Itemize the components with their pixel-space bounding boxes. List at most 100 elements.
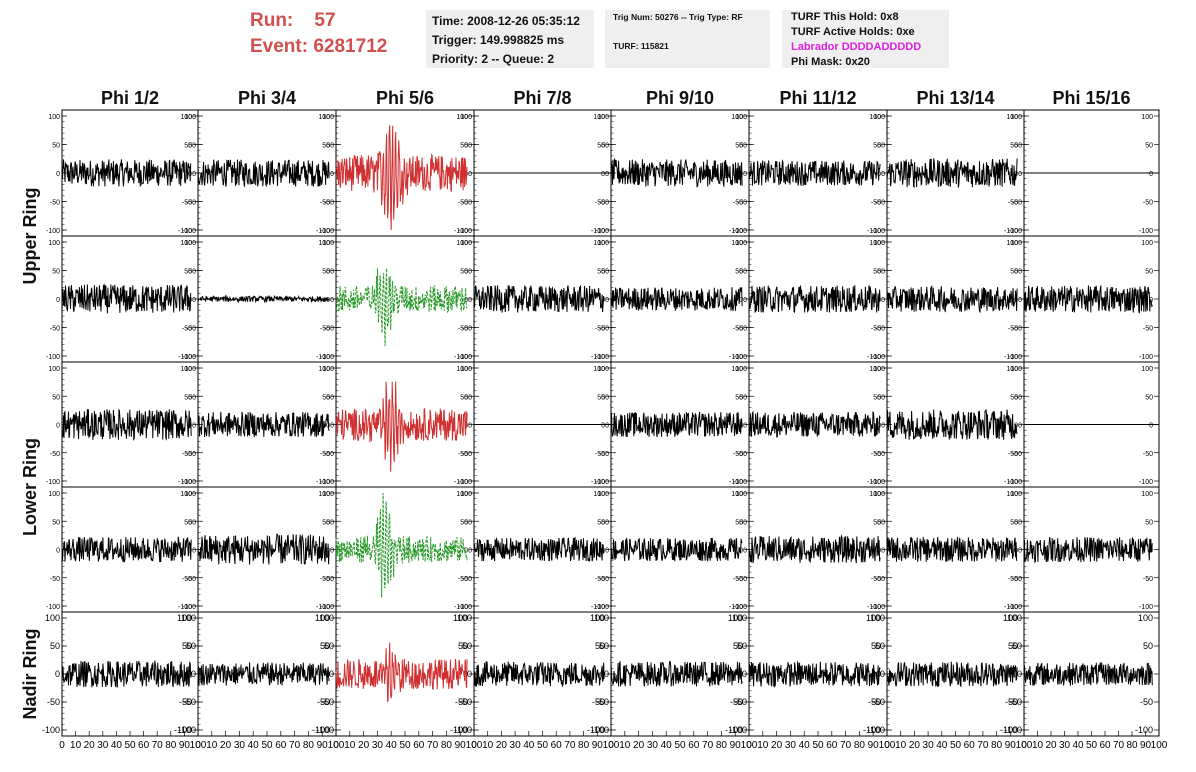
y-tick-label: 0 xyxy=(880,669,885,679)
y-tick-label: 100 xyxy=(460,240,472,247)
x-tick-label: 0 xyxy=(471,740,477,751)
y-tick-label: 50 xyxy=(875,641,885,651)
y-tick-label: 50 xyxy=(1014,394,1022,401)
x-tick-label: 70 xyxy=(564,740,576,751)
y-tick-label: 50 xyxy=(739,519,747,526)
x-tick-label: 30 xyxy=(510,740,522,751)
x-tick-label: 60 xyxy=(826,740,838,751)
y-tick-label: -50 xyxy=(734,697,747,707)
x-tick-label: 100 xyxy=(879,740,896,751)
trig-num-text: Trig Num: 50276 -- Trig Type: RF xyxy=(613,12,743,22)
y-tick-label: 100 xyxy=(728,613,743,623)
x-tick-label: 50 xyxy=(674,740,686,751)
y-tick-label: 0 xyxy=(56,548,60,555)
y-tick-label: 0 xyxy=(881,297,885,304)
y-tick-label: 50 xyxy=(188,143,196,150)
y-tick-label: 50 xyxy=(1010,143,1018,150)
x-tick-label: 0 xyxy=(59,740,65,751)
y-tick-label: 100 xyxy=(1010,240,1022,247)
y-tick-label: 100 xyxy=(315,613,330,623)
x-tick-label: 10 xyxy=(344,740,356,751)
y-tick-label: 0 xyxy=(1018,171,1022,178)
y-tick-label: 100 xyxy=(594,613,609,623)
y-tick-label: -50 xyxy=(737,576,747,583)
y-tick-label: -100 xyxy=(1139,604,1153,611)
y-tick-label: -50 xyxy=(458,576,468,583)
y-tick-label: 50 xyxy=(464,269,472,276)
y-tick-label: -50 xyxy=(182,326,192,333)
y-tick-label: 100 xyxy=(873,491,885,498)
y-tick-label: 100 xyxy=(180,114,192,121)
x-tick-label: 10 xyxy=(757,740,769,751)
y-tick-label: -100 xyxy=(178,354,192,361)
y-tick-label: 100 xyxy=(184,366,196,373)
y-tick-label: 50 xyxy=(1008,641,1018,651)
x-tick-label: 40 xyxy=(799,740,811,751)
y-tick-label: 100 xyxy=(873,114,885,121)
y-tick-label: -100 xyxy=(591,228,605,235)
y-tick-label: 50 xyxy=(464,519,472,526)
y-tick-label: -50 xyxy=(595,451,605,458)
y-tick-label: 100 xyxy=(869,366,881,373)
y-tick-label: -100 xyxy=(454,604,468,611)
waveform-trace xyxy=(610,287,743,311)
y-tick-label: 50 xyxy=(877,143,885,150)
time-info-box: Time: 2008-12-26 05:35:12 Trigger: 149.9… xyxy=(426,10,594,68)
x-tick-label: 50 xyxy=(261,740,273,751)
y-tick-label: -100 xyxy=(867,479,881,486)
y-tick-label: 50 xyxy=(188,269,196,276)
x-tick-label: 70 xyxy=(840,740,852,751)
y-tick-label: 100 xyxy=(732,613,747,623)
y-tick-label: -100 xyxy=(1004,354,1018,361)
y-tick-label: -100 xyxy=(729,228,743,235)
y-tick-label: -50 xyxy=(1143,326,1153,333)
y-tick-label: 100 xyxy=(456,366,468,373)
column-header: Phi 9/10 xyxy=(646,88,714,108)
y-tick-label: 50 xyxy=(184,394,192,401)
y-tick-label: -50 xyxy=(1008,451,1018,458)
y-tick-label: 100 xyxy=(460,114,472,121)
y-tick-label: 50 xyxy=(595,641,605,651)
y-tick-label: 100 xyxy=(453,613,468,623)
x-tick-label: 90 xyxy=(455,740,467,751)
y-tick-label: -50 xyxy=(596,697,609,707)
turf-active-text: TURF Active Holds: 0xe xyxy=(791,26,915,38)
y-tick-label: -100 xyxy=(595,354,609,361)
y-tick-label: -100 xyxy=(733,228,747,235)
y-tick-label: -50 xyxy=(875,326,885,333)
x-tick-label: 20 xyxy=(496,740,508,751)
y-tick-label: 50 xyxy=(324,641,334,651)
y-tick-label: -50 xyxy=(458,451,468,458)
y-tick-label: -50 xyxy=(459,697,472,707)
y-tick-label: -50 xyxy=(182,451,192,458)
waveform-trace xyxy=(748,284,881,314)
x-tick-label: 80 xyxy=(854,740,866,751)
y-tick-label: -100 xyxy=(867,604,881,611)
y-tick-label: 100 xyxy=(593,491,605,498)
turf-text: TURF: 115821 xyxy=(613,41,669,51)
x-tick-label: 30 xyxy=(234,740,246,751)
y-tick-label: 50 xyxy=(877,269,885,276)
y-tick-label: -100 xyxy=(867,725,885,735)
y-tick-label: 0 xyxy=(468,548,472,555)
y-tick-label: -50 xyxy=(871,200,881,207)
y-tick-label: -100 xyxy=(178,604,192,611)
y-tick-label: 50 xyxy=(52,269,60,276)
y-tick-label: -50 xyxy=(324,451,334,458)
turf-info-box: TURF This Hold: 0x8 TURF Active Holds: 0… xyxy=(782,10,949,68)
y-tick-label: 0 xyxy=(330,297,334,304)
y-tick-label: 50 xyxy=(460,143,468,150)
run-event-box: Run: 57 Event: 6281712 xyxy=(250,8,420,60)
y-tick-label: 50 xyxy=(739,143,747,150)
y-tick-label: 0 xyxy=(601,171,605,178)
column-header: Phi 3/4 xyxy=(238,88,296,108)
y-tick-label: -100 xyxy=(733,604,747,611)
y-tick-label: 100 xyxy=(1010,491,1022,498)
x-tick-label: 80 xyxy=(1126,740,1138,751)
y-tick-label: 100 xyxy=(456,491,468,498)
y-tick-label: 0 xyxy=(191,669,196,679)
y-tick-label: -50 xyxy=(50,326,60,333)
x-tick-label: 10 xyxy=(619,740,631,751)
x-tick-label: 10 xyxy=(70,740,82,751)
y-tick-label: 100 xyxy=(870,613,885,623)
